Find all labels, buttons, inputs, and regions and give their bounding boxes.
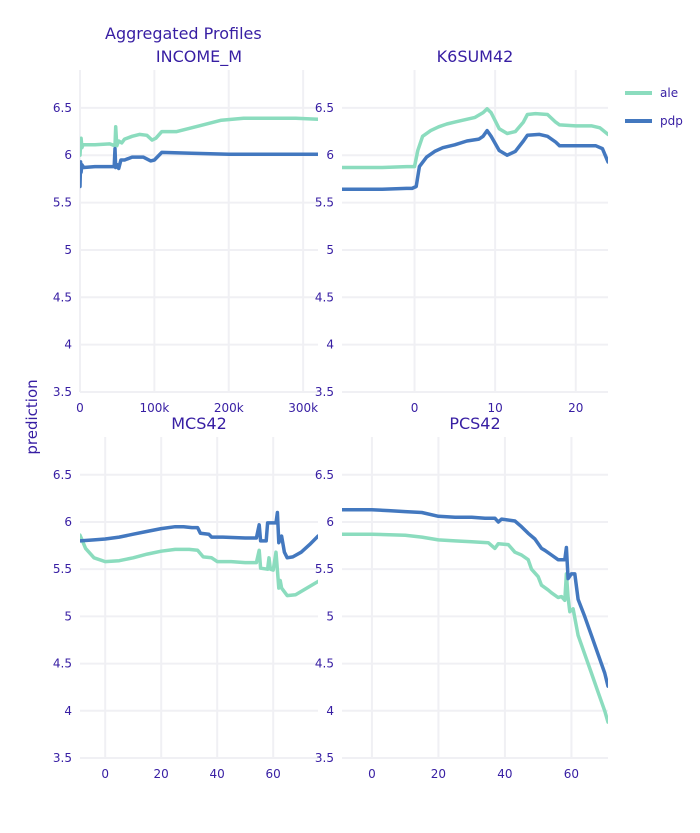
- x-tick-label: 0: [76, 401, 84, 415]
- y-tick-label: 6.5: [53, 101, 72, 115]
- subplot-title: INCOME_M: [156, 47, 242, 67]
- series-line-ale: [342, 107, 608, 170]
- y-tick-label: 3.5: [315, 385, 334, 399]
- y-axis-label: prediction: [23, 379, 41, 454]
- x-tick-label: 100k: [139, 401, 169, 415]
- y-tick-label: 5.5: [315, 562, 334, 576]
- x-tick-label: 20: [431, 767, 446, 781]
- y-tick-label: 5: [64, 243, 72, 257]
- y-tick-label: 6: [326, 148, 334, 162]
- legend-label: pdp: [660, 114, 683, 128]
- y-tick-label: 6: [64, 515, 72, 529]
- x-tick-label: 40: [497, 767, 512, 781]
- series-line-pdp: [342, 507, 608, 688]
- y-tick-label: 5.5: [315, 196, 334, 210]
- subplots: 0 100k 200k 300k 3.5 4 4.5 5 5.5 6 6.5 INCOME_M 0 10 2…: [53, 47, 608, 781]
- subplot-mcs42: 0 20 40 60 3.5 4 4.5 5 5.5 6 6.5 MCS42: [53, 414, 318, 781]
- y-tick-label: 3.5: [53, 751, 72, 765]
- series-line-pdp: [342, 128, 608, 192]
- series-line-ale: [342, 532, 608, 724]
- subplot-income-m: 0 100k 200k 300k 3.5 4 4.5 5 5.5 6 6.5 INCOME_M: [53, 47, 318, 415]
- x-tick-label: 0: [101, 767, 109, 781]
- legend-item-ale[interactable]: ale: [625, 86, 678, 100]
- chart-title: Aggregated Profiles: [105, 24, 262, 43]
- series-line-ale: [80, 116, 318, 157]
- x-tick-label: 20: [568, 401, 583, 415]
- subplot-title: K6SUM42: [437, 47, 514, 66]
- legend-item-pdp[interactable]: pdp: [625, 114, 683, 128]
- y-tick-label: 4.5: [53, 290, 72, 304]
- y-tick-label: 5.5: [53, 196, 72, 210]
- legend[interactable]: ale pdp: [625, 86, 683, 128]
- y-tick-label: 6: [326, 515, 334, 529]
- x-tick-label: 60: [266, 767, 281, 781]
- y-tick-label: 5: [326, 243, 334, 257]
- series-line-ale: [80, 533, 318, 598]
- x-tick-label: 200k: [214, 401, 244, 415]
- y-tick-label: 5.5: [53, 562, 72, 576]
- x-tick-label: 300k: [288, 401, 318, 415]
- y-tick-label: 4.5: [315, 290, 334, 304]
- x-tick-label: 10: [488, 401, 503, 415]
- x-tick-label: 0: [411, 401, 419, 415]
- subplot-pcs42: 0 20 40 60 3.5 4 4.5 5 5.5 6 6.5 PCS42: [315, 414, 608, 781]
- x-tick-label: 20: [154, 767, 169, 781]
- y-tick-label: 5: [64, 609, 72, 623]
- y-tick-label: 4.5: [315, 657, 334, 671]
- y-tick-label: 6.5: [53, 468, 72, 482]
- y-tick-label: 4: [326, 338, 334, 352]
- y-tick-label: 3.5: [53, 385, 72, 399]
- y-tick-label: 6.5: [315, 101, 334, 115]
- y-tick-label: 4.5: [53, 657, 72, 671]
- series-line-pdp: [80, 510, 318, 560]
- y-tick-label: 6: [64, 148, 72, 162]
- y-tick-label: 6.5: [315, 468, 334, 482]
- x-tick-label: 60: [564, 767, 579, 781]
- y-tick-label: 4: [64, 338, 72, 352]
- series-line-pdp: [80, 146, 318, 189]
- y-tick-label: 3.5: [315, 751, 334, 765]
- y-tick-label: 5: [326, 609, 334, 623]
- x-tick-label: 0: [368, 767, 376, 781]
- x-tick-label: 40: [210, 767, 225, 781]
- legend-label: ale: [660, 86, 678, 100]
- y-tick-label: 4: [326, 704, 334, 718]
- subplot-k6sum42: 0 10 20 3.5 4 4.5 5 5.5 6 6.5 K6SUM42: [315, 47, 608, 415]
- subplot-title: PCS42: [449, 414, 500, 433]
- y-tick-label: 4: [64, 704, 72, 718]
- subplot-title: MCS42: [171, 414, 227, 433]
